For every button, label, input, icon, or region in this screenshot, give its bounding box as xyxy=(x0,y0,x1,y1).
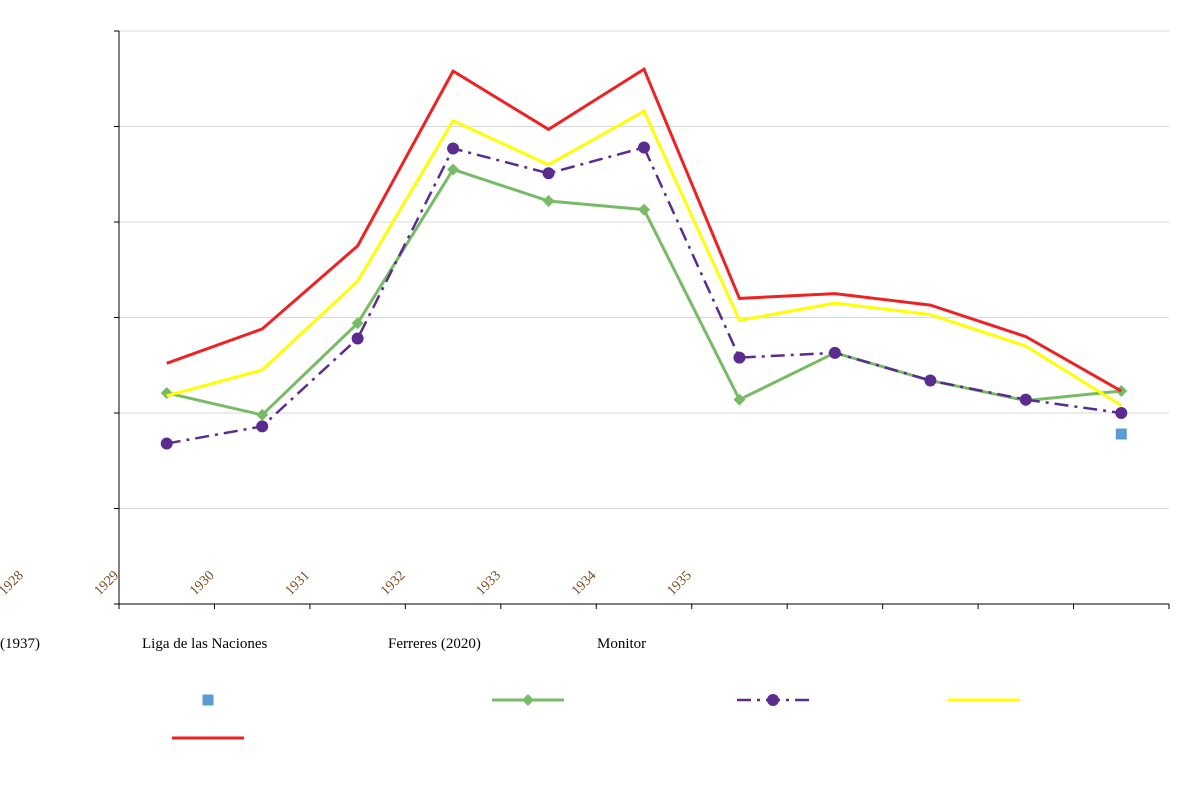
legend-label: Monitor xyxy=(597,636,646,652)
x-tick-label: 1932 xyxy=(378,568,408,598)
data-point-circle xyxy=(160,437,173,450)
data-point-diamond xyxy=(160,386,173,399)
data-point-diamond xyxy=(351,317,364,330)
x-tick-labels: 1928 1929 1930 1931 1932 1933 1934 1935 xyxy=(0,568,695,598)
data-point-circle xyxy=(733,351,746,364)
legend-key-1 xyxy=(492,694,564,706)
data-point-diamond xyxy=(542,194,555,207)
data-point-circle xyxy=(256,420,269,433)
data-point-circle xyxy=(924,374,937,387)
data-point-diamond xyxy=(638,203,650,216)
x-tick-label: 1928 xyxy=(0,568,27,598)
series-line xyxy=(166,109,1123,407)
axes xyxy=(114,30,1170,609)
data-point-circle xyxy=(767,694,779,706)
data-point-diamond xyxy=(733,393,746,406)
data-point-square xyxy=(202,694,214,706)
gridlines xyxy=(119,30,1169,509)
data-point-diamond xyxy=(447,163,460,176)
x-tick-label: 1934 xyxy=(569,568,599,598)
legend-key-0 xyxy=(202,694,214,706)
series-2 xyxy=(160,141,1128,450)
series-line xyxy=(166,146,1122,445)
series-line xyxy=(166,66,1123,393)
data-point-circle xyxy=(542,167,555,180)
x-tick-label: 1930 xyxy=(187,568,217,598)
data-point-circle xyxy=(447,142,460,155)
x-tick-label: 1929 xyxy=(92,568,122,598)
series-4 xyxy=(166,66,1123,393)
data-point-circle xyxy=(638,141,650,154)
data-point-square xyxy=(1115,428,1127,440)
data-point-diamond xyxy=(256,408,269,421)
data-point-diamond xyxy=(522,694,534,706)
data-point-circle xyxy=(351,332,364,345)
legend-label: (1937) xyxy=(0,636,40,652)
legend-key-2 xyxy=(737,694,809,706)
legend: (1937) Liga de las Naciones Ferreres (2020… xyxy=(0,636,1020,740)
series-3 xyxy=(166,109,1123,407)
data-point-circle xyxy=(828,346,841,359)
legend-label: Liga de las Naciones xyxy=(142,636,268,652)
legend-label: Ferreres (2020) xyxy=(388,636,481,652)
data-point-circle xyxy=(1115,407,1128,419)
series-0 xyxy=(1115,428,1127,440)
data-point-circle xyxy=(1019,393,1032,406)
x-tick-label: 1931 xyxy=(283,568,313,598)
series-layer xyxy=(160,66,1128,450)
x-tick-label: 1935 xyxy=(665,568,695,598)
x-tick-label: 1933 xyxy=(474,568,504,598)
